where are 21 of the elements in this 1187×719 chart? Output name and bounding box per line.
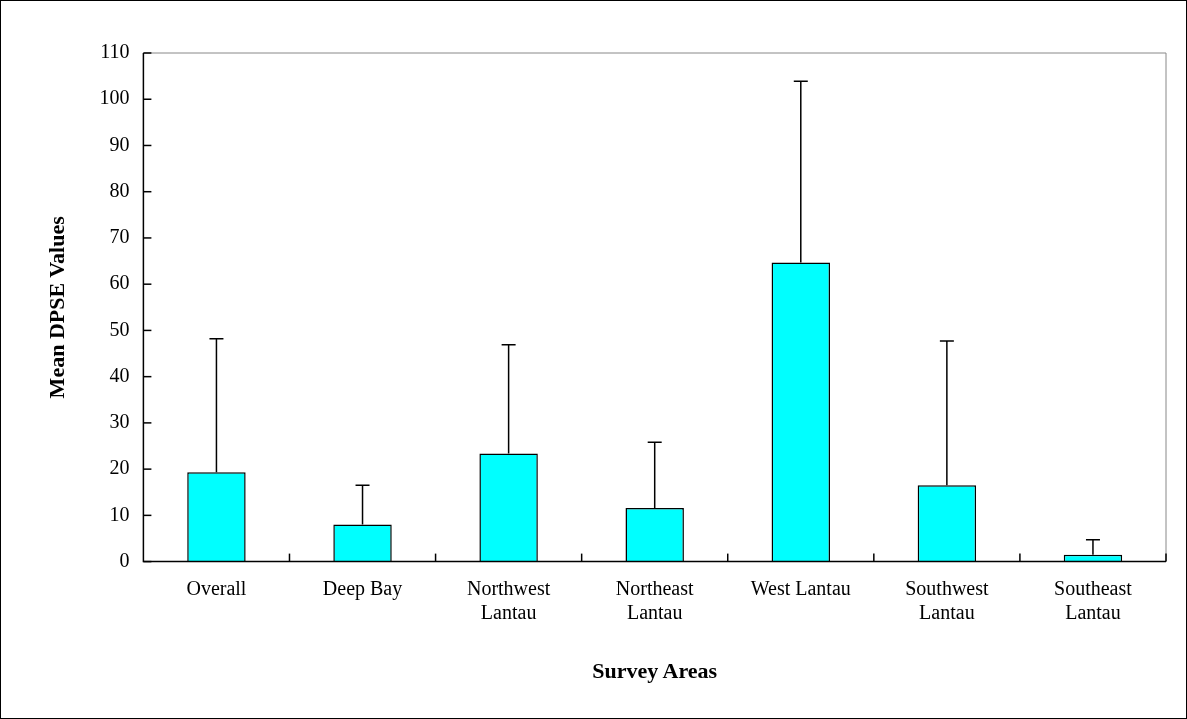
y-tick-label: 70 [109, 225, 130, 248]
y-tick-label: 20 [109, 456, 130, 479]
y-tick-label: 110 [100, 40, 130, 63]
y-tick-label: 40 [109, 363, 130, 386]
x-tick-label: Northeast Lantau [615, 576, 695, 623]
y-axis-title: Mean DPSE Values [43, 215, 69, 399]
y-tick-label: 50 [109, 317, 130, 340]
y-tick-label: 0 [119, 548, 130, 571]
x-tick-label: West Lantau [750, 576, 851, 599]
y-tick-label: 90 [109, 132, 130, 155]
x-axis-title: Survey Areas [592, 658, 718, 684]
y-tick-label: 10 [109, 502, 130, 525]
x-tick-label: Northwest Lantau [466, 576, 551, 623]
x-tick-label: Overall [186, 576, 247, 599]
x-tick-label: Southwest Lantau [905, 576, 989, 623]
x-tick-label: Southeast Lantau [1054, 576, 1133, 623]
y-tick-label: 60 [109, 271, 130, 294]
y-tick-label: 80 [109, 178, 130, 201]
y-tick-label: 100 [99, 86, 130, 109]
x-tick-label: Deep Bay [322, 576, 403, 600]
y-tick-label: 30 [109, 410, 130, 433]
